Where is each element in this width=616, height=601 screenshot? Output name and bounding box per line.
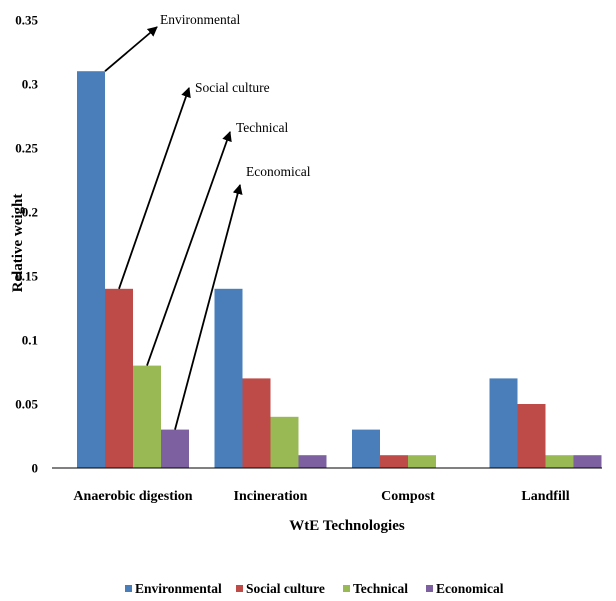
legend-label: Social culture xyxy=(246,581,325,596)
annotation-arrow xyxy=(146,131,232,366)
legend-swatch xyxy=(125,585,132,592)
bar-social-culture xyxy=(517,404,546,468)
y-tick-label: 0.35 xyxy=(15,13,38,28)
annotation-arrow xyxy=(104,26,158,72)
bar-technical xyxy=(408,455,436,468)
annotation-label: Economical xyxy=(246,164,311,179)
category-label: Landfill xyxy=(521,489,569,504)
bar-economical xyxy=(573,455,602,468)
bar-environmental xyxy=(214,288,243,468)
bar-technical xyxy=(545,455,574,468)
y-axis: 0 0.05 0.1 0.15 0.2 0.25 0.3 0.35 xyxy=(15,13,38,476)
bar-social-culture xyxy=(105,288,133,468)
x-axis-title: WtE Technologies xyxy=(289,518,405,534)
legend-label: Economical xyxy=(436,581,504,596)
bar-environmental xyxy=(77,71,105,468)
annotation-label: Social culture xyxy=(195,80,270,95)
annotation-arrow xyxy=(174,184,243,430)
bar-technical xyxy=(133,365,161,468)
bar-technical xyxy=(270,416,299,468)
y-tick-label: 0.2 xyxy=(22,205,38,220)
legend-swatch xyxy=(426,585,433,592)
annotation-arrow xyxy=(118,87,191,290)
category-label: Anaerobic digestion xyxy=(73,489,192,504)
y-tick-label: 0.15 xyxy=(15,269,38,284)
bar-environmental xyxy=(352,429,380,468)
annotations: Environmental Social culture Technical Econ… xyxy=(104,12,311,430)
legend-swatch xyxy=(236,585,243,592)
legend-label: Environmental xyxy=(135,581,222,596)
bar-environmental xyxy=(489,378,518,468)
y-tick-label: 0 xyxy=(32,461,39,476)
category-label: Compost xyxy=(381,489,435,504)
bar-economical xyxy=(161,429,189,468)
bar-economical xyxy=(298,455,327,468)
legend-swatch xyxy=(343,585,350,592)
bar-social-culture xyxy=(380,455,408,468)
legend-label: Technical xyxy=(353,581,408,596)
y-tick-label: 0.25 xyxy=(15,141,38,156)
annotation-label: Environmental xyxy=(160,12,240,27)
annotation-label: Technical xyxy=(236,120,289,135)
y-tick-label: 0.05 xyxy=(15,397,38,412)
legend: Environmental Social culture Technical Econ… xyxy=(125,581,504,596)
category-label: Incineration xyxy=(234,489,308,504)
y-axis-title: Relative weight xyxy=(10,194,26,293)
bars xyxy=(77,71,602,468)
y-tick-label: 0.1 xyxy=(22,333,38,348)
category-labels: Anaerobic digestion Incineration Compost La… xyxy=(73,489,569,504)
y-tick-label: 0.3 xyxy=(22,77,39,92)
bar-social-culture xyxy=(242,378,271,468)
